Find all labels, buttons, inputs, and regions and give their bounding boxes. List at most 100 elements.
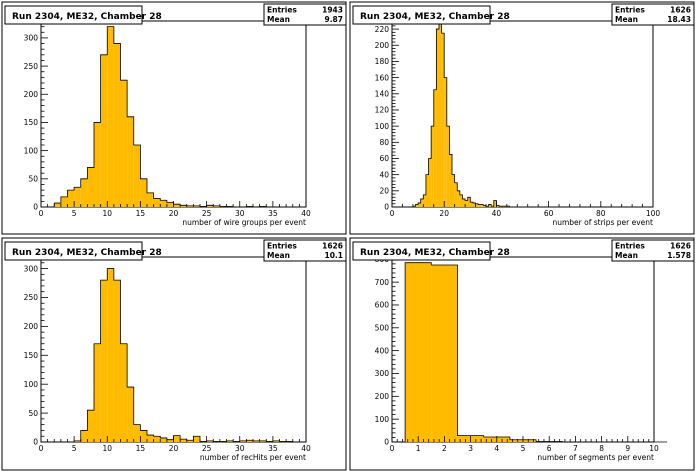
stats-mean-label: Mean (615, 251, 638, 260)
y-tick-label: 0 (33, 203, 38, 212)
y-tick-label: 160 (375, 73, 390, 82)
y-tick-label: 20 (379, 187, 389, 196)
histogram-bar (253, 440, 260, 442)
histogram-bar (259, 440, 267, 442)
chart-title: Run 2304, ME32, Chamber 28 (360, 12, 510, 22)
histogram-bar (441, 33, 445, 208)
y-tick-label: 0 (384, 203, 389, 212)
histogram-bar (493, 200, 497, 207)
histogram-bar (180, 439, 187, 442)
y-tick-label: 300 (24, 34, 39, 43)
y-tick-label: 50 (28, 409, 38, 418)
histogram-bar (74, 440, 81, 442)
histogram-bar (470, 202, 473, 207)
axis-group: 0123456789100100200300400500600700800 (375, 255, 659, 453)
x-axis-label: number of recHits per event (200, 453, 306, 462)
y-tick-label: 120 (375, 106, 390, 115)
histogram-outline (392, 22, 653, 208)
y-tick-label: 250 (24, 293, 39, 302)
histogram-bar (206, 440, 214, 442)
histogram-bar (504, 206, 507, 207)
y-tick-label: 300 (375, 369, 390, 378)
histogram-bar (480, 204, 484, 207)
stats-box (611, 3, 695, 26)
histogram-bar (127, 387, 134, 442)
histogram-bar (501, 206, 505, 207)
histogram-pad-rechits: 0 5 10 15 20 25 30 35 40 0 50 100 150 200 250 300 Run 2… (0, 236, 348, 472)
histogram-bar (485, 206, 489, 207)
x-tick-label: 10 (102, 444, 112, 453)
histogram-bar (452, 174, 455, 207)
title-box (352, 241, 491, 261)
stats-entries-label: Entries (615, 242, 645, 251)
y-tick-label: 150 (24, 351, 39, 360)
stats-entries-value: 1626 (670, 242, 691, 251)
histogram-outline (404, 262, 668, 443)
histogram-bar (147, 192, 154, 207)
histogram-bar (107, 26, 114, 207)
histogram-bar (415, 204, 419, 207)
histogram-bar (506, 206, 510, 207)
histogram-outline (41, 26, 306, 208)
histogram-bar (107, 268, 114, 442)
y-tick-label: 700 (375, 278, 390, 287)
y-tick-label: 140 (375, 89, 390, 98)
histogram-bar (166, 202, 174, 207)
title-box (352, 5, 491, 25)
chart-title: Run 2304, ME32, Chamber 28 (360, 248, 510, 258)
histogram-bar (80, 430, 88, 442)
plot-frame (40, 256, 307, 443)
y-tick-label: 200 (375, 41, 390, 50)
histogram-bar (193, 205, 200, 207)
histogram-bar (433, 89, 437, 207)
histogram-bar (431, 264, 458, 442)
histogram-bar (87, 410, 94, 442)
histogram-bar (160, 200, 167, 207)
stats-entries-value: 1626 (322, 242, 343, 251)
x-tick-label: 25 (202, 209, 212, 218)
x-tick-label: 6 (547, 444, 552, 453)
x-tick-label: 10 (102, 209, 112, 218)
histogram-bar (186, 440, 194, 442)
y-tick-label: 60 (379, 154, 389, 163)
axis-group: 0 5 10 15 20 25 30 35 40 0 50 100 150 200 250 300 (24, 20, 311, 218)
histogram-segments: 0123456789100100200300400500600700800 Ru… (349, 237, 695, 471)
histogram-bar (446, 126, 450, 207)
histogram-bar (160, 437, 167, 442)
x-tick-label: 8 (599, 444, 604, 453)
stats-box (611, 239, 695, 262)
histogram-bar (499, 206, 502, 207)
histogram-bar (120, 80, 128, 207)
histogram-bar (166, 439, 174, 442)
histogram-bar (206, 205, 214, 207)
x-tick-label: 7 (573, 444, 578, 453)
x-tick-label: 25 (202, 444, 212, 453)
stats-entries-value: 1626 (670, 6, 691, 15)
histogram-bar (475, 203, 479, 207)
y-tick-label: 500 (375, 324, 390, 333)
y-tick-label: 50 (28, 175, 38, 184)
x-tick-label: 5 (72, 209, 77, 218)
histogram-bar (67, 190, 75, 207)
y-tick-label: 150 (24, 118, 39, 127)
histogram-bar (459, 194, 463, 207)
histogram-bar (113, 43, 121, 207)
x-tick-label: 9 (625, 444, 630, 453)
histogram-bar (496, 205, 500, 207)
histogram-rechits: 0 5 10 15 20 25 30 35 40 0 50 100 150 200 250 300 Run 2… (1, 237, 347, 471)
histogram-bar (226, 440, 234, 442)
histogram-bar (444, 77, 447, 207)
chart-title: Run 2304, ME32, Chamber 28 (12, 12, 162, 22)
bar-group (392, 22, 653, 208)
x-axis-label: number of wire groups per event (182, 218, 306, 227)
x-tick-label: 4 (494, 444, 499, 453)
histogram-bar (418, 202, 421, 207)
stats-entries-label: Entries (267, 6, 297, 15)
x-tick-label: 40 (301, 444, 311, 453)
plot-frame (40, 20, 307, 208)
title-box (4, 241, 143, 261)
histogram-bar (100, 280, 108, 442)
y-tick-label: 200 (24, 322, 39, 331)
y-tick-label: 250 (24, 62, 39, 71)
x-tick-label: 35 (268, 444, 278, 453)
